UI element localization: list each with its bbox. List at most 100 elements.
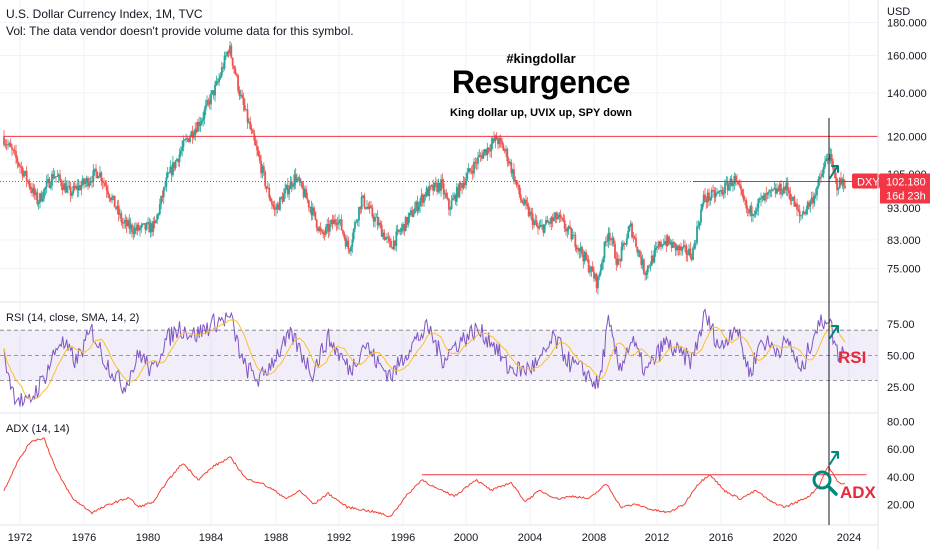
candle-body [750, 206, 753, 216]
candle-body [260, 160, 263, 174]
candle-body [412, 213, 415, 217]
candle-body [112, 195, 115, 198]
candle-body [704, 194, 706, 200]
price-up-arrow-icon [829, 166, 838, 179]
candle-body [57, 174, 60, 177]
candle-body [793, 196, 796, 207]
candle-body [313, 207, 315, 212]
candle-body [166, 172, 169, 178]
candle-body [53, 176, 56, 179]
candle-body [574, 234, 577, 248]
candle-body [157, 214, 160, 215]
candle-body [792, 196, 794, 201]
candle-body [136, 224, 139, 231]
candle-body [223, 55, 226, 69]
candle-body [318, 227, 321, 231]
candle-body [648, 265, 651, 267]
candle-body [160, 195, 163, 205]
candle-body [207, 100, 210, 101]
candle-body [19, 165, 21, 167]
candle-body [13, 150, 16, 152]
candle-body [173, 162, 176, 169]
candle-body [15, 151, 17, 158]
rsi-pane [0, 308, 878, 408]
candle-body [741, 189, 744, 195]
candle-body [65, 186, 68, 193]
candle-body [473, 161, 475, 174]
candle-body [376, 216, 379, 226]
candle-body [340, 219, 343, 231]
candle-body [164, 186, 166, 188]
candle-body [718, 191, 721, 192]
candle-body [300, 181, 302, 183]
candle-body [177, 159, 180, 163]
candle-body [690, 256, 693, 260]
candle-body [321, 230, 323, 232]
candle-body [111, 197, 113, 201]
candle-body [116, 205, 119, 210]
candle-body [539, 225, 542, 227]
candle-body [575, 247, 578, 250]
candle-body [565, 228, 567, 232]
candle-body [423, 194, 425, 203]
candle-body [132, 231, 135, 234]
year-tick-label: 2004 [518, 532, 542, 544]
price-tick-label: 83.000 [887, 235, 921, 247]
candle-body [720, 190, 722, 192]
candle-body [561, 217, 563, 219]
candle-body [339, 219, 342, 221]
candle-body [706, 192, 709, 203]
candle-body [772, 189, 774, 191]
candle-body [48, 178, 51, 188]
candle-body [319, 227, 322, 231]
candle-body [68, 186, 71, 187]
candle-body [645, 272, 648, 275]
candle-body [530, 211, 533, 214]
candle-body [676, 245, 678, 251]
candle-body [359, 206, 362, 210]
candle-body [128, 220, 131, 229]
candle-body [47, 178, 49, 182]
candle-body [677, 245, 680, 251]
candle-body [721, 190, 724, 195]
candle-body [332, 219, 335, 225]
candle-body [28, 181, 31, 187]
candle-body [216, 81, 219, 83]
price-tag [880, 173, 930, 204]
candle-body [182, 140, 185, 148]
candle-body [411, 210, 414, 217]
candle-body [475, 162, 478, 164]
candle-body [498, 138, 501, 145]
candle-body [607, 232, 610, 242]
rsi-tick-label: 25.00 [887, 382, 915, 394]
rsi-title: RSI (14, close, SMA, 14, 2) [6, 312, 140, 324]
rsi-tick-label: 50.00 [887, 350, 915, 362]
candle-body [96, 172, 99, 179]
candle-body [346, 240, 348, 247]
candle-body [79, 185, 81, 190]
symbol-tag [852, 173, 880, 189]
adx-up-arrow-icon [829, 452, 838, 465]
candle-body [421, 194, 424, 203]
candle-body [812, 197, 814, 204]
candle-body [375, 216, 378, 218]
candle-body [183, 139, 186, 141]
candle-body [5, 144, 8, 146]
candle-body [762, 195, 765, 201]
candle-body [620, 246, 623, 261]
candle-body [503, 150, 506, 152]
candle-body [756, 208, 758, 212]
candle-body [842, 179, 845, 187]
candle-body [404, 217, 407, 232]
candle-body [590, 266, 593, 272]
candle-body [315, 219, 318, 228]
candle-body [639, 250, 641, 258]
candle-body [680, 246, 682, 251]
candle-body [148, 222, 151, 233]
candle-body [120, 213, 123, 223]
candle-body [398, 229, 400, 232]
candle-body [368, 205, 371, 209]
price-tick-label: 180.000 [887, 17, 927, 29]
candle-body [594, 274, 597, 279]
candle-body [457, 187, 460, 197]
